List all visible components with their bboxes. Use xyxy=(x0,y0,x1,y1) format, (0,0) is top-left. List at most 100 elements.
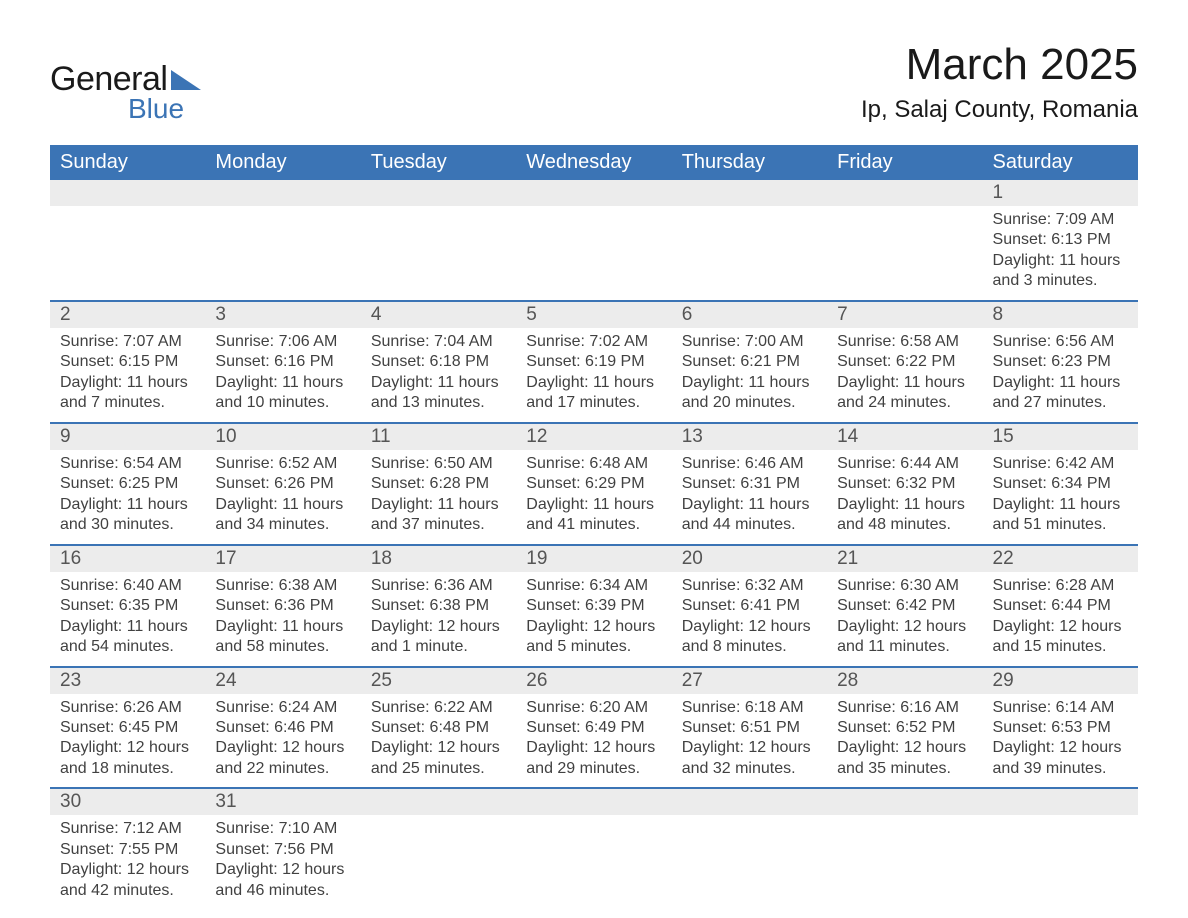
daylight-text-2: and 11 minutes. xyxy=(837,637,972,657)
day-detail-cell: Sunrise: 7:09 AMSunset: 6:13 PMDaylight:… xyxy=(983,206,1138,301)
daylight-text-2: and 39 minutes. xyxy=(993,759,1128,779)
day-number: 26 xyxy=(526,670,547,691)
sunrise-text: Sunrise: 6:34 AM xyxy=(526,576,661,596)
day-number: 4 xyxy=(371,304,382,325)
daylight-text-1: Daylight: 11 hours xyxy=(215,495,350,515)
day-detail-cell: Sunrise: 7:00 AMSunset: 6:21 PMDaylight:… xyxy=(672,328,827,423)
day-number: 13 xyxy=(682,426,703,447)
day-number-cell xyxy=(516,180,671,206)
day-detail-row: Sunrise: 7:07 AMSunset: 6:15 PMDaylight:… xyxy=(50,328,1138,423)
day-detail-cell: Sunrise: 6:24 AMSunset: 6:46 PMDaylight:… xyxy=(205,694,360,789)
day-detail-cell: Sunrise: 6:22 AMSunset: 6:48 PMDaylight:… xyxy=(361,694,516,789)
sunset-text: Sunset: 6:23 PM xyxy=(993,352,1128,372)
day-number: 31 xyxy=(215,791,236,812)
sunrise-text: Sunrise: 6:48 AM xyxy=(526,454,661,474)
daylight-text-1: Daylight: 11 hours xyxy=(526,373,661,393)
sunrise-text: Sunrise: 6:36 AM xyxy=(371,576,506,596)
day-number: 18 xyxy=(371,548,392,569)
sunrise-text: Sunrise: 6:54 AM xyxy=(60,454,195,474)
sunset-text: Sunset: 6:42 PM xyxy=(837,596,972,616)
day-number-cell: 29 xyxy=(983,667,1138,694)
daylight-text-2: and 3 minutes. xyxy=(993,271,1128,291)
day-detail-cell: Sunrise: 6:36 AMSunset: 6:38 PMDaylight:… xyxy=(361,572,516,667)
sunrise-text: Sunrise: 6:50 AM xyxy=(371,454,506,474)
day-number: 23 xyxy=(60,670,81,691)
day-number-cell: 21 xyxy=(827,545,982,572)
daylight-text-1: Daylight: 12 hours xyxy=(215,860,350,880)
sunset-text: Sunset: 6:25 PM xyxy=(60,474,195,494)
sunset-text: Sunset: 6:49 PM xyxy=(526,718,661,738)
day-detail-cell: Sunrise: 6:20 AMSunset: 6:49 PMDaylight:… xyxy=(516,694,671,789)
day-header: Tuesday xyxy=(361,145,516,180)
daylight-text-2: and 27 minutes. xyxy=(993,393,1128,413)
day-detail-cell: Sunrise: 6:28 AMSunset: 6:44 PMDaylight:… xyxy=(983,572,1138,667)
day-number-row: 9101112131415 xyxy=(50,423,1138,450)
day-number: 27 xyxy=(682,670,703,691)
day-number-cell: 31 xyxy=(205,788,360,815)
sunrise-text: Sunrise: 7:00 AM xyxy=(682,332,817,352)
day-number-cell: 10 xyxy=(205,423,360,450)
daylight-text-1: Daylight: 12 hours xyxy=(60,860,195,880)
day-detail-cell: Sunrise: 6:58 AMSunset: 6:22 PMDaylight:… xyxy=(827,328,982,423)
daylight-text-1: Daylight: 11 hours xyxy=(837,373,972,393)
sunrise-text: Sunrise: 6:28 AM xyxy=(993,576,1128,596)
day-number-cell xyxy=(205,180,360,206)
sunset-text: Sunset: 6:36 PM xyxy=(215,596,350,616)
daylight-text-1: Daylight: 12 hours xyxy=(682,617,817,637)
day-number: 19 xyxy=(526,548,547,569)
daylight-text-2: and 54 minutes. xyxy=(60,637,195,657)
day-number-cell: 16 xyxy=(50,545,205,572)
day-header: Thursday xyxy=(672,145,827,180)
sunset-text: Sunset: 6:41 PM xyxy=(682,596,817,616)
sunrise-text: Sunrise: 7:09 AM xyxy=(993,210,1128,230)
day-detail-cell: Sunrise: 6:48 AMSunset: 6:29 PMDaylight:… xyxy=(516,450,671,545)
day-detail-cell xyxy=(672,206,827,301)
daylight-text-1: Daylight: 12 hours xyxy=(993,617,1128,637)
day-detail-cell: Sunrise: 7:12 AMSunset: 7:55 PMDaylight:… xyxy=(50,815,205,909)
daylight-text-2: and 32 minutes. xyxy=(682,759,817,779)
day-detail-cell: Sunrise: 6:16 AMSunset: 6:52 PMDaylight:… xyxy=(827,694,982,789)
day-detail-cell xyxy=(361,815,516,909)
day-number-cell: 6 xyxy=(672,301,827,328)
daylight-text-1: Daylight: 12 hours xyxy=(682,738,817,758)
day-number-cell xyxy=(361,180,516,206)
sunset-text: Sunset: 6:29 PM xyxy=(526,474,661,494)
sunrise-text: Sunrise: 6:20 AM xyxy=(526,698,661,718)
day-number-cell: 20 xyxy=(672,545,827,572)
day-detail-cell: Sunrise: 6:32 AMSunset: 6:41 PMDaylight:… xyxy=(672,572,827,667)
sunrise-text: Sunrise: 6:22 AM xyxy=(371,698,506,718)
sunset-text: Sunset: 6:51 PM xyxy=(682,718,817,738)
sunset-text: Sunset: 6:45 PM xyxy=(60,718,195,738)
day-number-cell: 22 xyxy=(983,545,1138,572)
title-block: March 2025 Ip, Salaj County, Romania xyxy=(861,40,1138,124)
day-number-cell: 19 xyxy=(516,545,671,572)
daylight-text-2: and 8 minutes. xyxy=(682,637,817,657)
daylight-text-1: Daylight: 12 hours xyxy=(371,738,506,758)
daylight-text-1: Daylight: 12 hours xyxy=(526,617,661,637)
day-number-cell xyxy=(672,180,827,206)
daylight-text-2: and 15 minutes. xyxy=(993,637,1128,657)
sunset-text: Sunset: 6:31 PM xyxy=(682,474,817,494)
sunset-text: Sunset: 6:44 PM xyxy=(993,596,1128,616)
daylight-text-2: and 25 minutes. xyxy=(371,759,506,779)
day-number: 15 xyxy=(993,426,1014,447)
daylight-text-1: Daylight: 11 hours xyxy=(993,495,1128,515)
sunrise-text: Sunrise: 6:58 AM xyxy=(837,332,972,352)
day-number-cell: 23 xyxy=(50,667,205,694)
day-number-cell: 7 xyxy=(827,301,982,328)
day-number: 14 xyxy=(837,426,858,447)
daylight-text-1: Daylight: 12 hours xyxy=(526,738,661,758)
daylight-text-2: and 10 minutes. xyxy=(215,393,350,413)
sunset-text: Sunset: 6:19 PM xyxy=(526,352,661,372)
day-header: Sunday xyxy=(50,145,205,180)
daylight-text-1: Daylight: 11 hours xyxy=(60,495,195,515)
sunrise-text: Sunrise: 6:14 AM xyxy=(993,698,1128,718)
day-number-cell xyxy=(827,788,982,815)
daylight-text-1: Daylight: 11 hours xyxy=(371,373,506,393)
day-number: 16 xyxy=(60,548,81,569)
daylight-text-2: and 34 minutes. xyxy=(215,515,350,535)
sunrise-text: Sunrise: 7:07 AM xyxy=(60,332,195,352)
day-detail-cell xyxy=(205,206,360,301)
sunset-text: Sunset: 6:38 PM xyxy=(371,596,506,616)
day-number-cell: 27 xyxy=(672,667,827,694)
